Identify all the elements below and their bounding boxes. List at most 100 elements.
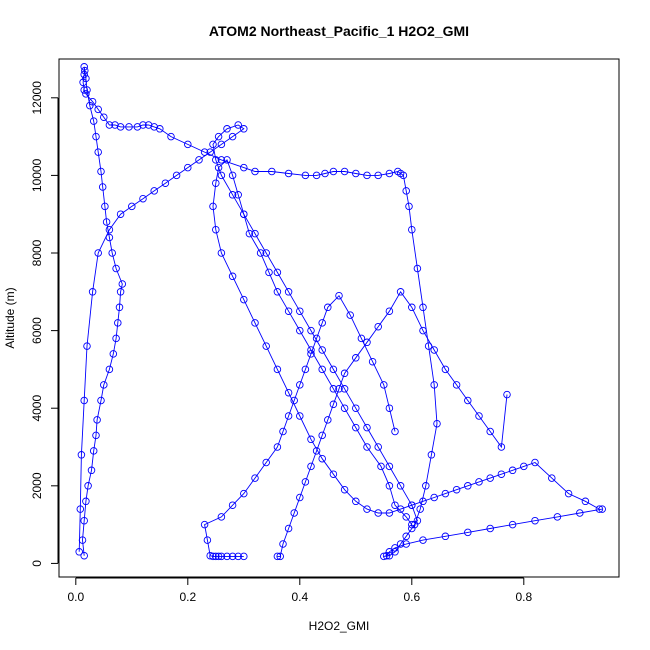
data-point bbox=[80, 63, 88, 71]
data-point bbox=[441, 532, 450, 541]
data-point bbox=[212, 552, 220, 561]
data-point bbox=[324, 416, 332, 424]
data-point bbox=[385, 169, 394, 178]
y-tick-label: 8000 bbox=[30, 239, 44, 266]
data-point bbox=[385, 462, 394, 471]
x-tick-label: 0.0 bbox=[67, 590, 84, 604]
data-point bbox=[385, 548, 394, 556]
data-point bbox=[475, 412, 483, 420]
data-point bbox=[214, 163, 223, 172]
data-point bbox=[402, 540, 410, 548]
data-point bbox=[279, 427, 287, 436]
y-tick-label: 2000 bbox=[30, 472, 44, 499]
data-point bbox=[217, 249, 226, 257]
data-point bbox=[363, 338, 371, 347]
data-point bbox=[419, 497, 427, 506]
data-point bbox=[357, 334, 366, 343]
data-point bbox=[76, 505, 85, 513]
data-point bbox=[402, 187, 410, 195]
data-point bbox=[102, 218, 111, 226]
data-point bbox=[312, 447, 321, 455]
data-point bbox=[380, 552, 388, 561]
data-point bbox=[217, 171, 226, 180]
data-point bbox=[312, 171, 321, 180]
data-point bbox=[228, 191, 237, 199]
data-point bbox=[419, 303, 427, 312]
data-point bbox=[262, 458, 270, 467]
data-point bbox=[273, 365, 282, 374]
data-point bbox=[427, 451, 436, 459]
data-point bbox=[150, 187, 158, 195]
data-point bbox=[520, 462, 528, 471]
data-point bbox=[203, 536, 212, 544]
data-point bbox=[108, 249, 116, 257]
data-point bbox=[93, 416, 101, 424]
data-point bbox=[318, 454, 326, 463]
data-point bbox=[284, 524, 293, 533]
data-point bbox=[80, 70, 88, 79]
data-point bbox=[262, 249, 270, 257]
data-point bbox=[262, 342, 270, 350]
data-point bbox=[240, 125, 248, 133]
data-point bbox=[217, 552, 226, 561]
y-tick-label: 0 bbox=[30, 560, 44, 567]
y-tick-label: 10000 bbox=[30, 158, 44, 192]
data-point bbox=[83, 342, 91, 350]
data-point bbox=[296, 307, 304, 315]
data-point bbox=[240, 489, 248, 498]
data-point bbox=[419, 536, 427, 544]
x-axis-label: H2O2_GMI bbox=[309, 619, 370, 633]
data-point bbox=[340, 369, 349, 378]
data-point bbox=[352, 354, 360, 362]
data-point bbox=[214, 552, 223, 561]
data-point bbox=[416, 505, 424, 513]
x-tick-label: 0.2 bbox=[179, 590, 196, 604]
data-point bbox=[251, 167, 259, 176]
data-point bbox=[251, 474, 259, 482]
data-point bbox=[94, 249, 102, 257]
data-point bbox=[105, 365, 114, 374]
data-point bbox=[284, 288, 293, 296]
series-line bbox=[212, 159, 600, 525]
data-point bbox=[452, 381, 461, 389]
data-point bbox=[385, 551, 394, 560]
data-point bbox=[363, 505, 371, 513]
data-point bbox=[391, 548, 399, 556]
data-point bbox=[94, 105, 102, 114]
data-point bbox=[217, 140, 226, 149]
data-point bbox=[212, 225, 220, 234]
data-point bbox=[329, 470, 338, 478]
data-point bbox=[97, 396, 105, 405]
data-point bbox=[486, 524, 494, 533]
data-point bbox=[368, 357, 377, 366]
data-point bbox=[352, 404, 360, 412]
data-point bbox=[116, 288, 125, 296]
data-point bbox=[89, 447, 98, 455]
data-point bbox=[329, 167, 338, 176]
data-point bbox=[301, 171, 310, 180]
data-point bbox=[79, 78, 87, 87]
data-point bbox=[116, 123, 125, 131]
data-point bbox=[100, 381, 108, 389]
data-point bbox=[508, 520, 517, 529]
data-point bbox=[422, 482, 430, 490]
data-point bbox=[441, 365, 450, 374]
data-point bbox=[184, 140, 192, 149]
data-point bbox=[318, 319, 326, 327]
data-point bbox=[111, 121, 119, 129]
data-point bbox=[335, 291, 343, 300]
data-point bbox=[144, 121, 153, 129]
data-point bbox=[273, 443, 282, 451]
data-point bbox=[312, 334, 321, 343]
data-point bbox=[374, 443, 382, 451]
data-point bbox=[284, 169, 293, 178]
data-point bbox=[83, 86, 91, 94]
data-point bbox=[329, 385, 338, 393]
data-point bbox=[335, 385, 343, 393]
data-point bbox=[284, 412, 293, 420]
data-point bbox=[105, 121, 114, 129]
data-point bbox=[340, 167, 349, 176]
data-point bbox=[396, 288, 405, 296]
x-tick-label: 0.6 bbox=[403, 590, 420, 604]
y-axis: 0 2000 4000 6000 8000 10000 12000 bbox=[30, 81, 59, 567]
